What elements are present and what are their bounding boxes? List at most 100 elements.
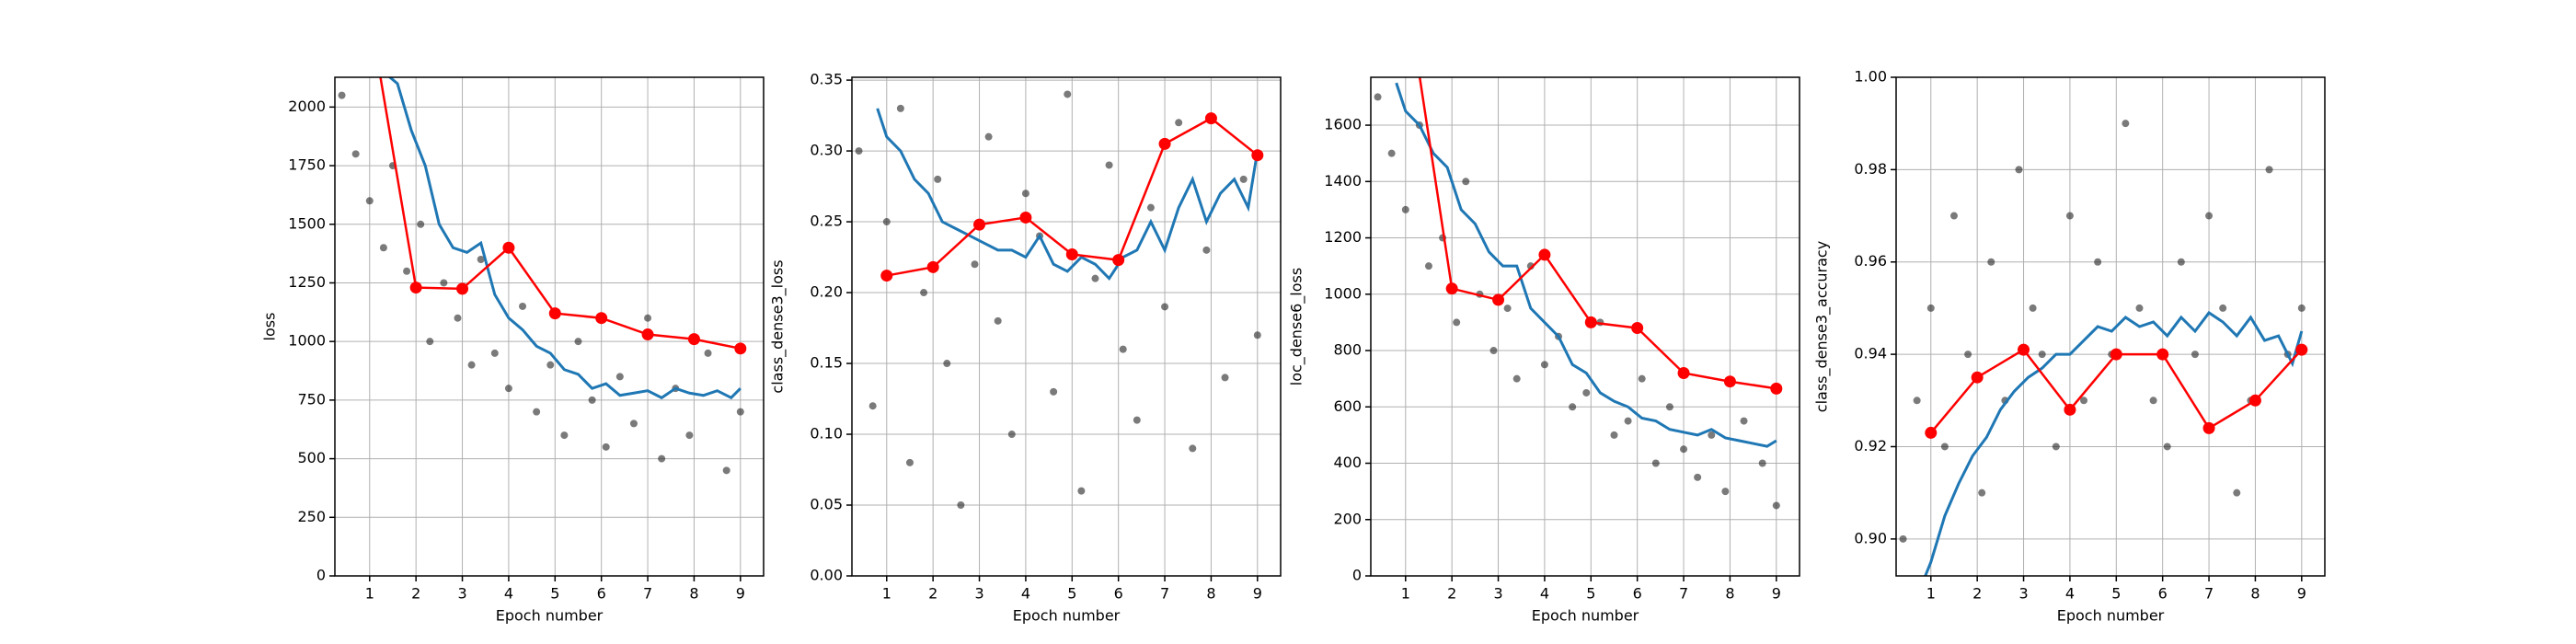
y-tick-label: 1000 [1324, 284, 1362, 302]
scatter-point [1899, 535, 1907, 543]
marker [409, 282, 422, 294]
scatter-point [602, 443, 610, 451]
marker [2248, 394, 2261, 407]
x-tick-label: 4 [504, 585, 513, 603]
x-tick-label: 9 [1772, 585, 1781, 603]
scatter-point [574, 338, 582, 346]
y-tick-label: 0.20 [810, 283, 843, 301]
scatter-point [1050, 387, 1058, 396]
axes-frame [1895, 76, 2326, 577]
scatter-point [2233, 489, 2241, 497]
scatter-point [1665, 403, 1673, 411]
y-tick-label: 600 [1333, 397, 1362, 415]
axes-frame [1370, 76, 1800, 577]
y-tick-label: 1750 [288, 156, 326, 174]
scatter-point [868, 402, 877, 410]
scatter-point [1239, 175, 1248, 183]
x-tick-label: 7 [1679, 585, 1688, 603]
scatter-point [2205, 212, 2214, 220]
scatter-point [896, 104, 904, 112]
scatter-point [920, 289, 928, 297]
subplot: 0.90 0.92 0.94 0.96 0.98 1.00 1 2 3 4 5 6 7 8 9 Epoch n… [1813, 68, 2326, 625]
marker [1251, 149, 1264, 162]
scatter-point [338, 91, 346, 99]
y-tick-label: 0.30 [810, 142, 843, 159]
scatter-point [2177, 258, 2185, 266]
x-tick-label: 1 [1926, 585, 1936, 603]
scatter-point [1189, 444, 1197, 453]
y-axis-label: class_dense3_accuracy [1813, 241, 1832, 412]
y-tick-label: 0.10 [810, 425, 843, 443]
marker [2064, 403, 2076, 416]
scatter-point [1624, 417, 1632, 425]
scatter-point [1401, 205, 1409, 213]
marker [1770, 382, 1783, 395]
scatter-point [454, 314, 462, 322]
scatter-point [533, 408, 541, 416]
scatter-point [994, 316, 1002, 325]
scatter-point [1161, 303, 1169, 311]
x-axis-label: Epoch number [1532, 607, 1639, 625]
scatter-point [546, 361, 555, 369]
marker [1204, 112, 1217, 125]
scatter-point [1987, 258, 1995, 266]
x-tick-label: 2 [411, 585, 420, 603]
scatter-point [629, 420, 638, 428]
x-tick-label: 5 [2111, 585, 2121, 603]
marker [1019, 211, 1032, 224]
scatter-point [1387, 149, 1396, 157]
scatter-point [2015, 166, 2023, 174]
scatter-point [1253, 331, 1261, 339]
y-tick-label: 0.98 [1854, 160, 1887, 178]
scatter-point [1964, 351, 1972, 359]
axes-frame [851, 76, 1282, 577]
x-tick-label: 6 [1633, 585, 1642, 603]
scatter-point [1638, 374, 1646, 383]
scatter-point [1978, 489, 1986, 497]
y-tick-label: 0.92 [1854, 437, 1887, 454]
scatter-point [957, 501, 965, 510]
marker [2295, 343, 2308, 356]
y-tick-label: 0.94 [1854, 345, 1887, 362]
scatter-point [1540, 361, 1548, 369]
scatter-point [2219, 304, 2227, 312]
scatter-point [519, 302, 527, 310]
scatter-point [1374, 93, 1382, 101]
scatter-point [1940, 443, 1949, 451]
x-tick-label: 3 [974, 585, 983, 603]
plot-area [338, 77, 747, 475]
scatter-point [1569, 403, 1577, 411]
scatter-point [1133, 416, 1141, 424]
scatter-point [477, 255, 485, 263]
scatter-point [2191, 351, 2199, 359]
subplot: 0 200 400 600 800 1000 1200 1400 1600 1 2 3 4 5 6 7 8 9 Ep… [1288, 76, 1800, 625]
y-tick-label: 1000 [288, 332, 326, 350]
plot-area [1899, 120, 2308, 576]
y-tick-label: 1200 [1324, 228, 1362, 246]
scatter-point [1105, 161, 1113, 169]
marker [641, 328, 654, 341]
scatter-point [1489, 347, 1498, 355]
y-tick-label: 0.35 [810, 71, 843, 88]
scatter-point [440, 279, 448, 287]
scatter-point [644, 314, 652, 322]
scatter-point [588, 396, 596, 404]
marker [1631, 322, 1644, 335]
x-tick-label: 6 [1114, 585, 1123, 603]
y-tick-label: 750 [297, 390, 326, 408]
x-tick-label: 8 [1725, 585, 1734, 603]
scatter-point [1175, 119, 1183, 127]
x-tick-label: 8 [2250, 585, 2260, 603]
x-tick-label: 4 [1540, 585, 1549, 603]
y-tick-label: 1400 [1324, 172, 1362, 190]
scatter-point [1512, 374, 1521, 383]
scatter-point [2265, 166, 2273, 174]
subplot: 0 250 500 750 1000 1250 1500 1750 2000 1 2 3 4 5 6 7 8 9 E… [261, 76, 765, 625]
y-tick-label: 800 [1333, 341, 1362, 359]
y-axis-label: loc_dense6_loss [1288, 268, 1306, 385]
scatter-point [1462, 178, 1470, 186]
scatter-point [1651, 459, 1660, 467]
marker [548, 307, 561, 320]
x-tick-label: 5 [550, 585, 559, 603]
scatter-point [984, 132, 993, 141]
